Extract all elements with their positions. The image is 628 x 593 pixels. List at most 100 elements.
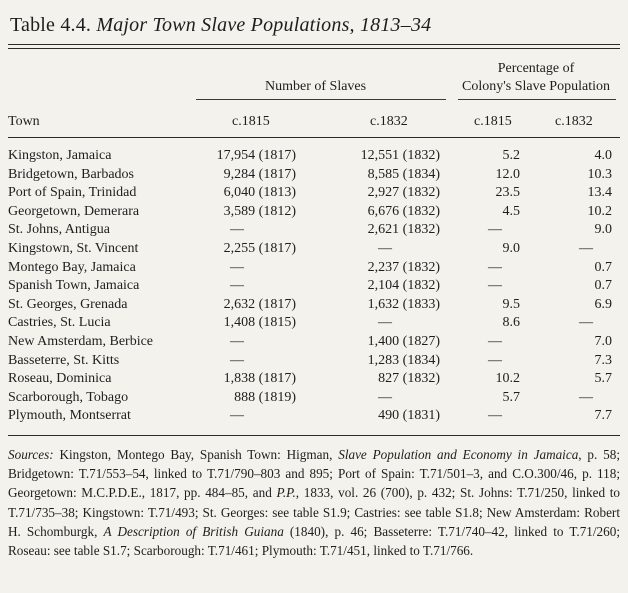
town-cell: Bridgetown, Barbados [8, 166, 134, 182]
pct-c1815-cell: — [488, 333, 502, 349]
pct-c1832-cell: 7.0 [594, 333, 613, 349]
pct-c1815-cell: 5.2 [502, 148, 521, 163]
slaves-c1815-cell: 2,255 (1817) [223, 240, 296, 256]
pct-c1832-cell: 9.0 [594, 222, 613, 238]
town-cell: Scarborough, Tobago [8, 389, 129, 405]
slaves-c1832-cell: 1,400 (1827) [367, 333, 440, 349]
top-rule [8, 44, 620, 46]
slaves-c1832-cell: 827 (1832) [378, 371, 440, 387]
percentage-header-rule [458, 99, 616, 100]
pct-c1815-cell: 5.7 [502, 389, 521, 405]
pct-c1815-cell: 12.0 [495, 166, 521, 182]
table-row: Roseau, Dominica 1,838 (1817) 827 (1832) 10… [0, 371, 628, 390]
sources-text-1: Kingston, Montego Bay, Spanish Town: Hig… [53, 447, 339, 462]
slaves-c1832-cell: 490 (1831) [378, 408, 440, 424]
slaves-c1815-cell: 2,632 (1817) [223, 296, 296, 312]
slaves-c1815-cell: 17,954 (1817) [216, 148, 296, 163]
pct-c1832-cell: 10.3 [587, 166, 613, 182]
slaves-c1815-cell: 6,040 (1813) [223, 185, 296, 201]
table-title: Table 4.4. Major Town Slave Populations,… [10, 14, 431, 37]
pct-c1815-cell: 8.6 [502, 315, 521, 331]
town-cell: Montego Bay, Jamaica [8, 259, 136, 275]
slaves-c1815-cell: — [230, 278, 244, 294]
sources-text-4: (1840), p. 46; Basseterre: T.71/740–42, … [8, 523, 621, 559]
slaves-c1832-cell: 2,927 (1832) [367, 185, 440, 201]
pct-c1832-cell: 0.7 [594, 278, 613, 294]
town-cell: Basseterre, St. Kitts [8, 352, 120, 368]
town-cell: Kingston, Jamaica [8, 148, 112, 163]
pct-c1832-cell: 13.4 [587, 185, 613, 201]
pct-c1832-cell: 10.2 [587, 203, 613, 219]
slaves-c1832-cell: — [378, 315, 392, 331]
sources-title-1: Slave Population and Economy in Jamaica [338, 447, 579, 462]
slaves-c1832-cell: 1,632 (1833) [367, 296, 440, 312]
table-row: Kingstown, St. Vincent 2,255 (1817) — 9.0 — [0, 241, 628, 260]
slaves-c1832-cell: 12,551 (1832) [360, 148, 440, 163]
pct-c1832-cell: — [579, 240, 593, 256]
table-row: St. Johns, Antigua — 2,621 (1832) — 9.0 [0, 222, 628, 241]
slaves-c1832-cell: 8,585 (1834) [367, 166, 440, 182]
table-row: Plymouth, Montserrat — 490 (1831) — 7.7 [0, 408, 628, 427]
pct-c1815-cell: 23.5 [495, 185, 521, 201]
slaves-c1815-cell: 1,408 (1815) [223, 315, 296, 331]
pct-c1832-cell: 5.7 [594, 371, 613, 387]
pct-c1832-cell: 0.7 [594, 259, 613, 275]
table-row: Montego Bay, Jamaica — 2,237 (1832) — 0.7 [0, 260, 628, 279]
number-of-slaves-header: Number of Slaves [265, 79, 367, 94]
table-row: Bridgetown, Barbados 9,284 (1817) 8,585 (1… [0, 167, 628, 186]
pct-c1832-cell: 7.7 [594, 408, 613, 424]
column-header-pct-c1815: c.1815 [474, 114, 512, 129]
bottom-rule [8, 435, 620, 437]
table-row: St. Georges, Grenada 2,632 (1817) 1,632 (1… [0, 297, 628, 316]
town-cell: St. Johns, Antigua [8, 222, 110, 238]
table-row: Castries, St. Lucia 1,408 (1815) — 8.6 — [0, 315, 628, 334]
town-cell: Roseau, Dominica [8, 371, 112, 387]
percentage-header-line1: Percentage of [497, 61, 575, 76]
pct-c1815-cell: — [488, 408, 502, 424]
town-cell: Plymouth, Montserrat [8, 408, 131, 424]
slaves-c1815-cell: 888 (1819) [234, 389, 296, 405]
slaves-c1832-cell: 2,621 (1832) [367, 222, 440, 238]
percentage-header-line2: Colony's Slave Population [462, 79, 610, 94]
town-cell: Kingstown, St. Vincent [8, 240, 139, 256]
slaves-c1832-cell: 1,283 (1834) [367, 352, 440, 368]
table-row: Kingston, Jamaica 17,954 (1817) 12,551 (18… [0, 148, 628, 167]
table-number: Table 4.4. [10, 14, 92, 36]
pct-c1815-cell: — [488, 222, 502, 238]
column-header-c1815: c.1815 [232, 114, 270, 129]
slaves-c1815-cell: — [230, 259, 244, 275]
sources-text-2: , p. 58; Bridgetown: T.71/553–54, linked… [8, 447, 620, 501]
slaves-c1832-cell: — [378, 389, 392, 405]
pct-c1815-cell: — [488, 352, 502, 368]
table-row: New Amsterdam, Berbice — 1,400 (1827) — 7.0 [0, 334, 628, 353]
sources-title-2: P.P. [276, 485, 296, 501]
slaves-c1815-cell: — [230, 222, 244, 238]
pct-c1815-cell: 4.5 [502, 203, 521, 219]
slaves-c1815-cell: — [230, 352, 244, 368]
top-rule-thin [8, 47, 620, 49]
pct-c1832-cell: 4.0 [594, 148, 613, 163]
slaves-c1815-cell: — [230, 333, 244, 349]
slaves-c1832-cell: 2,237 (1832) [367, 259, 440, 275]
table-row: Scarborough, Tobago 888 (1819) — 5.7 — [0, 390, 628, 409]
table-row: Port of Spain, Trinidad 6,040 (1813) 2,927… [0, 185, 628, 204]
town-cell: St. Georges, Grenada [8, 296, 128, 312]
pct-c1815-cell: 9.0 [502, 240, 521, 256]
table-row: Georgetown, Demerara 3,589 (1812) 6,676 (1… [0, 204, 628, 223]
slaves-c1832-cell: — [378, 240, 392, 256]
slaves-c1832-cell: 6,676 (1832) [367, 203, 440, 219]
sources-label: Sources: [8, 447, 54, 462]
pct-c1832-cell: — [579, 389, 593, 405]
slaves-c1832-cell: 2,104 (1832) [367, 278, 440, 294]
pct-c1815-cell: 10.2 [495, 371, 521, 387]
pct-c1815-cell: — [488, 278, 502, 294]
column-header-c1832: c.1832 [370, 114, 408, 129]
sources-title-3: A Description of British Guiana [103, 523, 284, 539]
column-header-town: Town [8, 114, 40, 129]
slaves-c1815-cell: 1,838 (1817) [223, 371, 296, 387]
table-body: Kingston, Jamaica 17,954 (1817) 12,551 (18… [0, 148, 628, 427]
table-row: Spanish Town, Jamaica — 2,104 (1832) — 0.7 [0, 278, 628, 297]
pct-c1815-cell: 9.5 [502, 296, 521, 312]
table-caption: Major Town Slave Populations, 1813–34 [96, 14, 432, 36]
town-cell: Castries, St. Lucia [8, 315, 111, 331]
